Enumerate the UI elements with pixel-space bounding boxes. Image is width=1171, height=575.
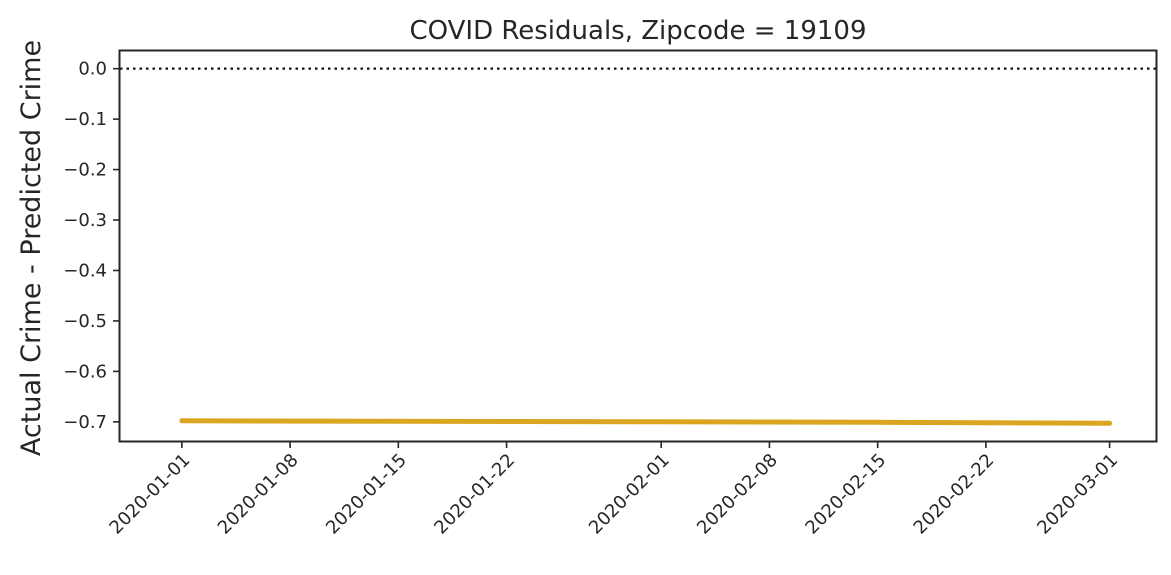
chart-title: COVID Residuals, Zipcode = 19109 [409, 16, 866, 46]
y-tick-label: −0.2 [63, 160, 107, 181]
y-tick-label: −0.6 [63, 361, 107, 382]
plot-area [120, 67, 1156, 426]
x-tick-label: 2020-01-15 [322, 450, 411, 539]
y-axis-label: Actual Crime - Predicted Crime [16, 40, 47, 456]
x-tick-label: 2020-01-22 [430, 450, 519, 539]
x-tick-label: 2020-02-22 [910, 450, 999, 539]
x-tick-label: 2020-02-08 [693, 450, 782, 539]
series-line-0 [179, 418, 1113, 426]
y-tick-label: −0.5 [63, 311, 107, 332]
y-axis: 0.0 −0.1 −0.2 −0.3 −0.4 −0.5 −0.6 −0.7 [63, 59, 120, 433]
x-tick-label: 2020-01-01 [106, 450, 195, 539]
x-tick-label: 2020-03-01 [1033, 450, 1122, 539]
y-tick-label: −0.3 [63, 210, 107, 231]
y-tick-label: −0.4 [63, 260, 107, 281]
y-tick-label: −0.1 [63, 109, 107, 130]
x-tick-label: 2020-02-01 [585, 450, 674, 539]
x-axis: 2020-01-01 2020-01-08 2020-01-15 2020-01-22… [106, 441, 1122, 539]
y-tick-label: −0.7 [63, 412, 107, 433]
x-tick-label: 2020-02-15 [801, 450, 890, 539]
plot-frame [118, 49, 1158, 443]
y-tick-label: 0.0 [78, 59, 107, 80]
x-tick-label: 2020-01-08 [214, 450, 303, 539]
